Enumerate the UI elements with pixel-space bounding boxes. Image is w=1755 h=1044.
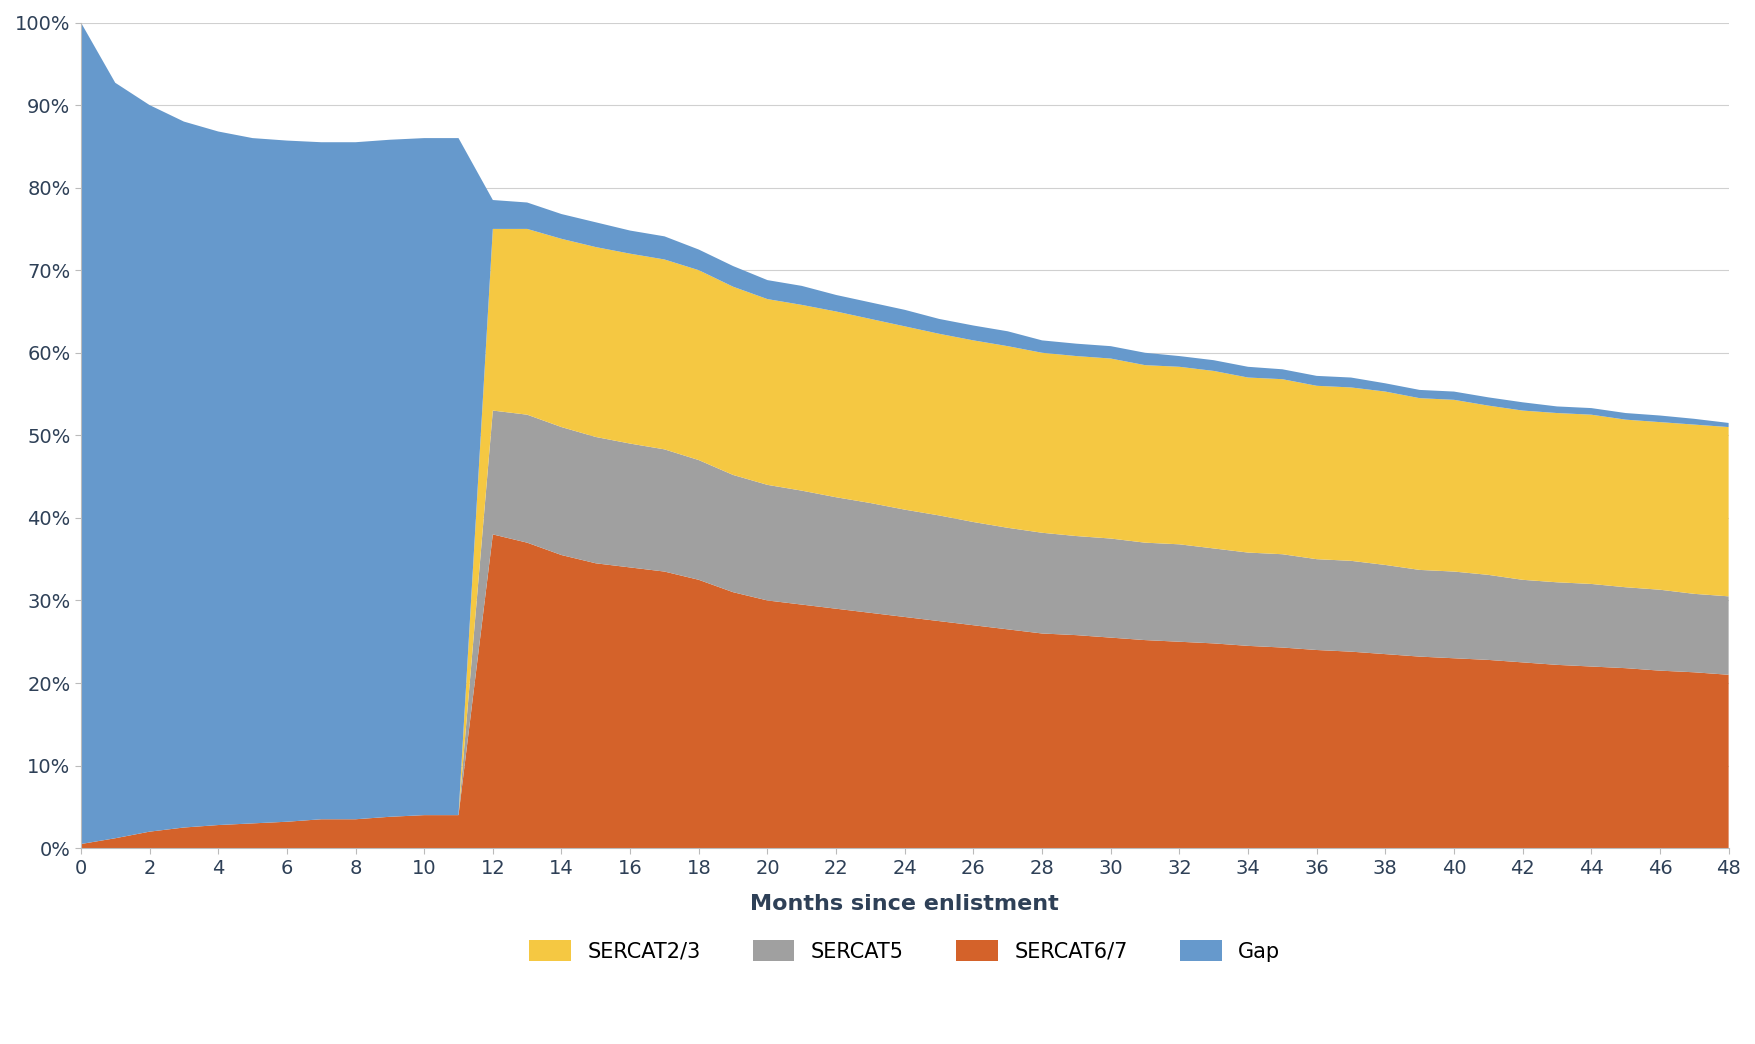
Legend: SERCAT2/3, SERCAT5, SERCAT6/7, Gap: SERCAT2/3, SERCAT5, SERCAT6/7, Gap xyxy=(521,931,1288,970)
X-axis label: Months since enlistment: Months since enlistment xyxy=(749,895,1058,915)
